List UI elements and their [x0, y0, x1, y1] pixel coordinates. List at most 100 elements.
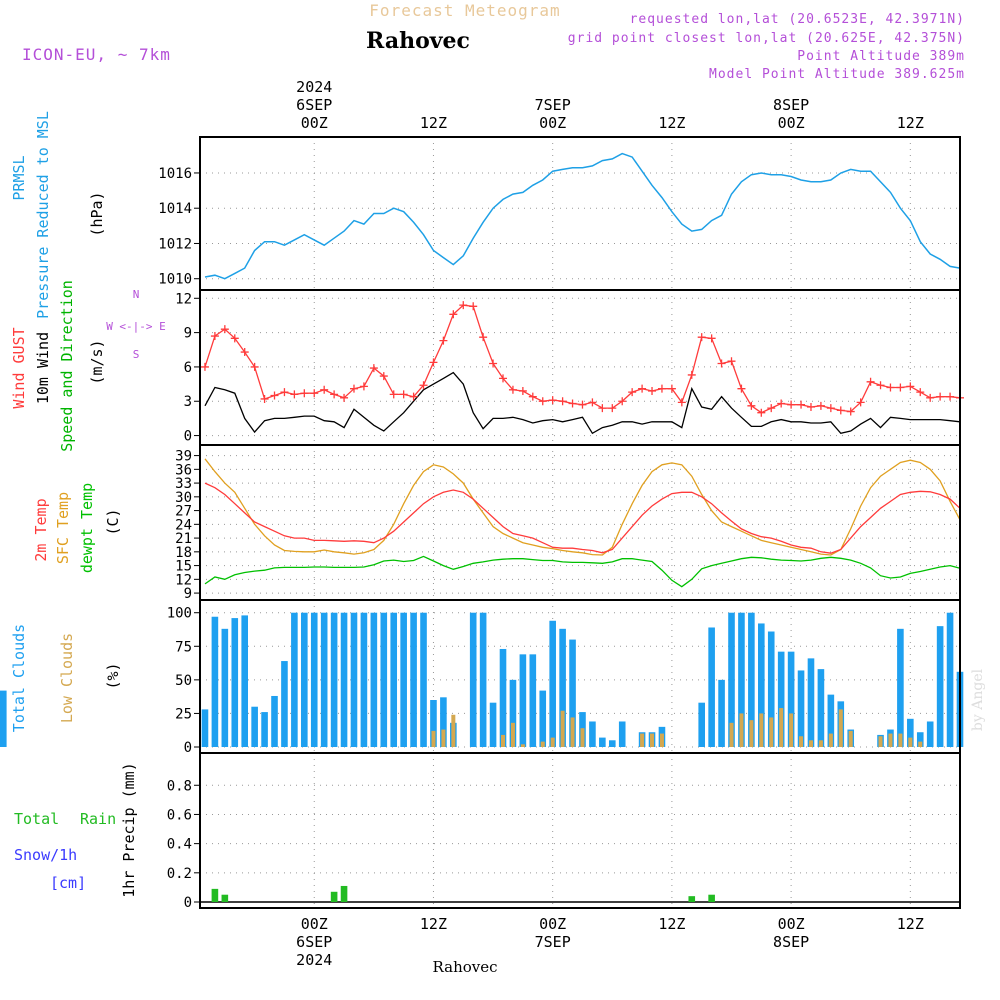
wind-series-line — [204, 371, 961, 435]
y-tick-label: 24 — [175, 517, 192, 533]
gust-point — [747, 401, 756, 410]
gridpoint-coords: grid point closest lon,lat (20.625E, 42.… — [568, 31, 965, 46]
gust-point — [936, 392, 945, 401]
total-cloud-bar — [708, 627, 715, 747]
total-cloud-bar — [559, 628, 566, 747]
date-label-top: 6SEP — [296, 96, 332, 114]
low-cloud-bar — [739, 713, 744, 747]
y-tick-label: 39 — [175, 449, 192, 465]
low-cloud-bar — [580, 728, 585, 747]
gust-point — [866, 377, 875, 386]
y-tick-label: 9 — [184, 326, 192, 342]
y-tick-label: 0.8 — [167, 778, 192, 794]
panel-frame — [199, 136, 961, 291]
low-cloud-bar — [570, 717, 575, 747]
low-cloud-bar — [799, 736, 804, 747]
low-cloud-bar — [451, 714, 456, 747]
credit-label: by Angel — [970, 668, 986, 731]
low-cloud-bar — [501, 734, 506, 747]
compass-arrows: W <-|-> E — [106, 320, 166, 333]
gust-point — [856, 398, 865, 407]
y-tick-label: 3 — [184, 394, 192, 410]
total-cloud-bar — [807, 658, 815, 747]
gust-point — [359, 382, 368, 391]
wind-label: 10m Wind — [34, 332, 52, 404]
low-cloud-bar — [550, 737, 555, 747]
rain-bar — [330, 891, 338, 902]
low-cloud-bar — [828, 733, 833, 747]
low-clouds-label: Low Clouds — [58, 633, 76, 723]
gust-point — [707, 334, 716, 343]
gust-point — [300, 389, 309, 398]
gust-point — [340, 393, 349, 402]
y-tick-label: 75 — [175, 639, 192, 655]
low-cloud-bar — [838, 709, 843, 747]
gust-point — [280, 388, 289, 397]
total-cloud-bar — [926, 721, 934, 747]
x-tick-label-top: 00Z — [301, 114, 328, 132]
gust-point — [548, 396, 557, 405]
total-cloud-bar — [797, 670, 805, 747]
x-tick-label-bottom: 00Z — [778, 915, 805, 933]
clouds-panel: Total Clouds Low Clouds (%) 0 25 50 75 100 — [0, 606, 964, 756]
gust-point — [210, 332, 219, 341]
pressure-series-line — [204, 152, 961, 280]
gust-point — [439, 336, 448, 345]
low-cloud-bar — [779, 708, 784, 747]
gust-point — [578, 400, 587, 409]
y-tick-label: 18 — [175, 545, 192, 561]
x-tick-label-bottom: 00Z — [301, 915, 328, 933]
gust-point — [767, 404, 776, 413]
temp2m-series-line — [204, 482, 961, 554]
y-tick-label: 0 — [184, 740, 192, 756]
x-tick-label-bottom: 12Z — [658, 915, 685, 933]
total-cloud-bar — [509, 679, 517, 747]
total-cloud-bar — [718, 679, 725, 747]
gust-point — [687, 370, 696, 379]
gust-point — [697, 333, 706, 342]
total-cloud-bar — [519, 654, 527, 747]
gust-point — [648, 386, 657, 395]
low-cloud-bar — [650, 733, 655, 747]
temp-unit: (C) — [104, 508, 122, 535]
precip-panel: Total Rain Snow/1h [cm] 1hr Precip (mm) … — [14, 762, 960, 911]
total-cloud-bar — [261, 712, 268, 747]
total-cloud-bar — [251, 706, 258, 747]
gust-point — [240, 348, 249, 357]
gust-point — [846, 407, 855, 416]
pressure-label-1: PRMSL — [10, 155, 28, 200]
low-cloud-bar — [729, 722, 734, 747]
low-cloud-bar — [431, 730, 436, 747]
gust-point — [320, 385, 329, 394]
low-cloud-bar — [441, 729, 446, 747]
chart-title: Rahovec — [366, 28, 470, 54]
total-cloud-bar — [489, 702, 497, 747]
gust-point — [717, 359, 726, 368]
model-altitude: Model Point Altitude 389.625m — [709, 67, 965, 82]
compass-north: N — [133, 288, 140, 301]
y-tick-label: 0.4 — [167, 837, 192, 853]
gust-point — [270, 391, 279, 400]
total-cloud-bar — [340, 612, 348, 747]
total-cloud-bar — [479, 612, 487, 747]
date-label-top: 8SEP — [773, 96, 809, 114]
gust-point — [508, 385, 517, 394]
total-cloud-bar — [241, 615, 249, 747]
low-cloud-bar — [808, 740, 813, 747]
y-tick-label: 100 — [167, 606, 192, 622]
x-tick-label-top: 00Z — [778, 114, 805, 132]
gust-point — [628, 388, 637, 397]
low-cloud-bar — [560, 710, 565, 747]
total-cloud-bar — [291, 612, 298, 747]
low-cloud-bar — [520, 744, 525, 747]
x-tick-label-top: 12Z — [420, 114, 447, 132]
temperature-panel: 2m Temp SFC Temp dewpt Temp (C) 91215182… — [32, 449, 961, 602]
model-label: ICON-EU, ~ 7km — [22, 45, 171, 64]
gust-point — [657, 384, 666, 393]
gust-point — [369, 364, 378, 373]
time-axis: 00Z 00Z 12Z 12Z 00Z 00Z 12Z 12Z 00Z 00Z 12Z 12Z 2024… — [296, 78, 924, 969]
y-tick-label: 25 — [175, 706, 192, 722]
compass-south: S — [133, 348, 140, 361]
snow-unit: [cm] — [50, 874, 86, 892]
y-tick-label: 0 — [184, 429, 192, 445]
